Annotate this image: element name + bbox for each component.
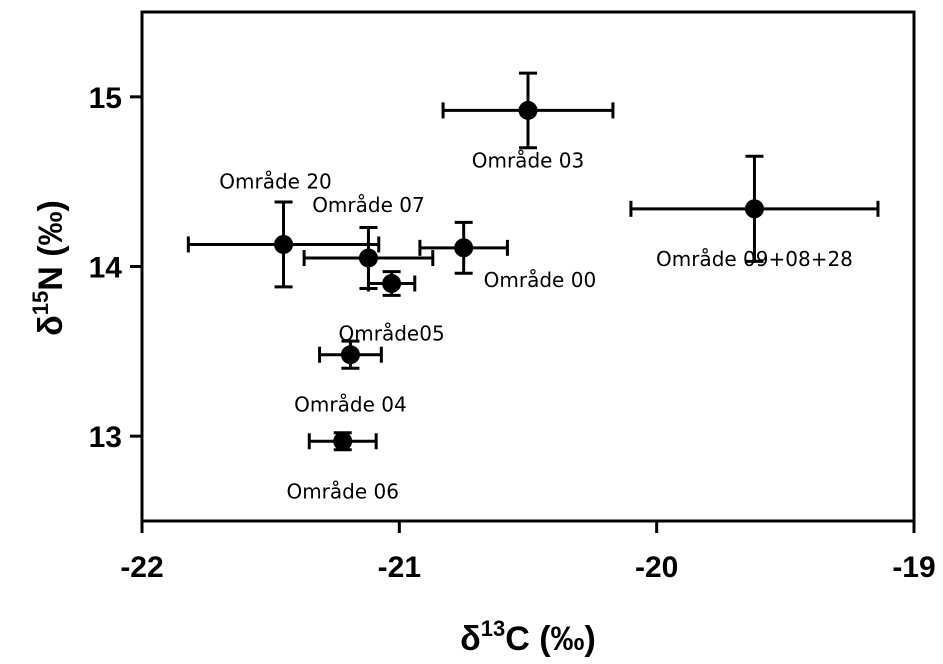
data-point: Område 03: [441, 71, 615, 172]
x-axis-title: δ13C (‰): [460, 616, 596, 658]
x-axis-title-sup: 13: [481, 616, 505, 641]
y-axis-title-suffix: N (‰): [32, 200, 70, 291]
x-tick-label: -20: [635, 551, 678, 584]
point-marker: [454, 238, 474, 258]
y-tick-label: 15: [89, 82, 122, 115]
y-tick-label: 14: [89, 252, 123, 285]
point-marker: [382, 273, 402, 293]
point-label: Område 06: [286, 479, 399, 503]
x-tick-label: -19: [892, 551, 935, 584]
point-label: Område 09+08+28: [656, 247, 853, 271]
data-point: Område 20: [186, 169, 381, 289]
point-label: Område 03: [472, 148, 585, 172]
data-point: Område 00: [418, 220, 597, 292]
x-tick-label: -22: [120, 551, 163, 584]
y-axis-title-sup: 15: [28, 291, 53, 315]
point-marker: [358, 248, 378, 268]
x-tick-label: -21: [378, 551, 421, 584]
point-marker: [744, 199, 764, 219]
x-axis-ticks: -22 -21 -20 -19: [120, 521, 936, 584]
y-axis-ticks: 13 14 15: [89, 82, 142, 454]
data-point: Område 07: [302, 193, 435, 291]
data-point: Område 06: [286, 431, 399, 503]
y-axis-title: δ15N (‰): [28, 200, 70, 336]
point-marker: [333, 431, 353, 451]
y-axis-title-prefix: δ: [32, 315, 70, 336]
point-marker: [518, 100, 538, 120]
data-point: Område 04: [294, 339, 407, 417]
x-axis-title-prefix: δ: [460, 620, 481, 658]
point-label: Område 00: [484, 268, 597, 292]
point-label: Område 20: [219, 169, 332, 193]
point-marker: [340, 345, 360, 365]
point-marker: [274, 234, 294, 254]
point-label: Område 07: [312, 193, 425, 217]
data-point: Område05: [339, 270, 445, 345]
data-point: Område 09+08+28: [629, 154, 880, 271]
point-label: Område 04: [294, 393, 407, 417]
y-tick-label: 13: [89, 421, 122, 454]
x-axis-title-suffix: C (‰): [505, 620, 596, 658]
